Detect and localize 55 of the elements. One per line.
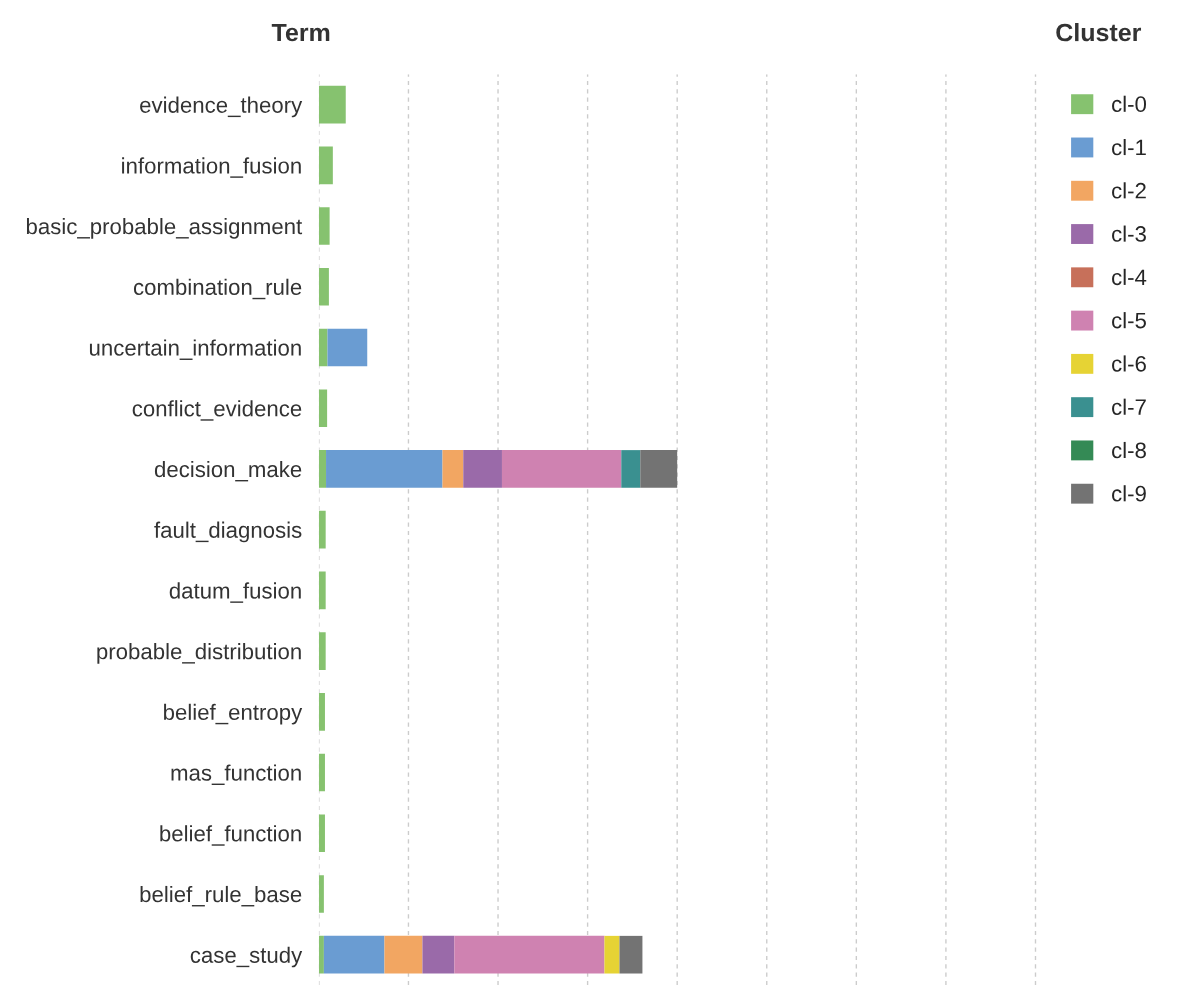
bar — [640, 450, 678, 488]
bar — [422, 935, 455, 974]
bar — [318, 510, 326, 549]
bar — [501, 450, 622, 488]
y-tick-label: decision_make — [154, 460, 302, 482]
y-tick-label: belief_rule_base — [140, 885, 302, 907]
bar — [604, 935, 620, 974]
bar — [326, 450, 443, 488]
bar — [318, 632, 326, 670]
bar — [621, 450, 641, 488]
bar — [318, 267, 329, 306]
legend-label: cl-7 — [1112, 398, 1146, 415]
y-tick-label: evidence_theory — [140, 96, 303, 118]
bar — [318, 207, 330, 245]
bar — [318, 753, 325, 792]
y-tick-label: probable_distribution — [97, 643, 301, 664]
legend-label: cl-9 — [1112, 485, 1146, 502]
bar — [318, 450, 327, 488]
y-tick-label: combination_rule — [133, 278, 302, 300]
y-tick-label: conflict_evidence — [132, 400, 302, 421]
bar — [323, 935, 385, 974]
bar — [318, 85, 346, 124]
bar — [318, 935, 324, 974]
bar — [318, 571, 326, 610]
y-tick-label: case_study — [190, 946, 303, 968]
bar — [442, 450, 464, 488]
legend-label: cl-0 — [1112, 95, 1147, 113]
legend-title: Cluster — [1056, 23, 1142, 42]
legend-label: cl-6 — [1112, 355, 1146, 372]
y-tick-label: uncertain_information — [89, 339, 301, 360]
bar — [454, 935, 605, 974]
legend-label: cl-3 — [1112, 225, 1146, 242]
bar — [318, 328, 328, 367]
bar — [318, 875, 324, 913]
bar — [318, 389, 328, 428]
legend-label: cl-8 — [1112, 441, 1146, 459]
legend-label: cl-1 — [1112, 138, 1146, 156]
legend-label: cl-4 — [1112, 268, 1147, 286]
legend-label: cl-2 — [1112, 182, 1146, 199]
y-tick-label: basic_probable_assignment — [26, 218, 303, 239]
y-tick-label: belief_entropy — [164, 703, 303, 725]
bar — [318, 146, 333, 185]
y-tick-label: belief_function — [160, 825, 301, 846]
bar — [463, 450, 502, 488]
bar — [384, 935, 423, 974]
bar — [619, 935, 643, 974]
y-axis-title: Term — [271, 23, 330, 42]
y-tick-label: mas_function — [171, 764, 301, 785]
y-tick-label: fault_diagnosis — [154, 521, 302, 543]
bar — [327, 328, 368, 367]
y-tick-label: datum_fusion — [169, 582, 301, 603]
y-tick-label: information_fusion — [122, 157, 301, 178]
bar — [318, 692, 325, 731]
legend-label: cl-5 — [1112, 312, 1146, 329]
bar — [318, 814, 325, 853]
